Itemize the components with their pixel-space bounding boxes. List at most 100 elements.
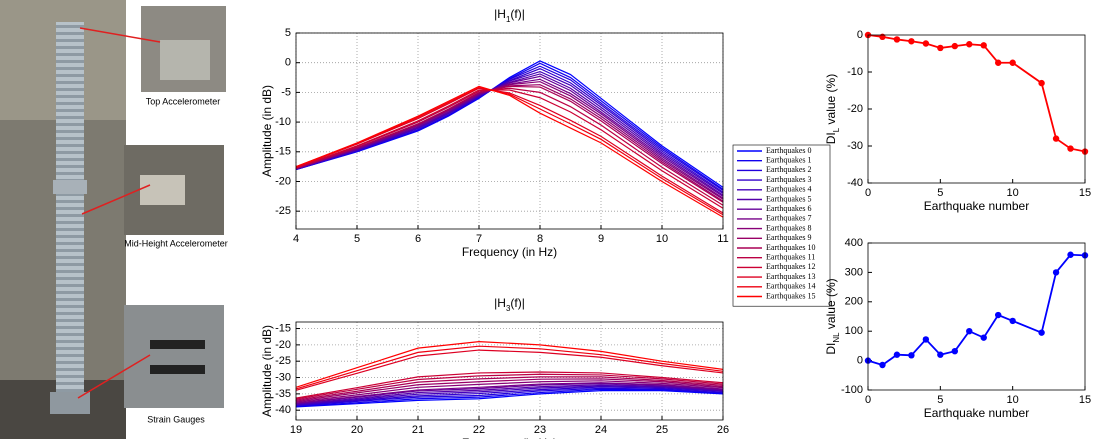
y-tick-label: 0 bbox=[857, 355, 863, 367]
series-line bbox=[295, 385, 724, 406]
series-line bbox=[295, 384, 724, 405]
x-tick-label: 4 bbox=[293, 233, 299, 245]
strain-gauge-tape bbox=[150, 365, 205, 374]
marker bbox=[951, 347, 958, 355]
y-tick-label: -10 bbox=[847, 66, 863, 78]
x-tick-label: 8 bbox=[537, 233, 543, 245]
series-line bbox=[295, 388, 724, 407]
x-tick-label: 7 bbox=[476, 233, 482, 245]
x-tick-label: 26 bbox=[717, 424, 729, 436]
y-tick-label: -20 bbox=[847, 103, 863, 115]
insulator-pole bbox=[56, 22, 84, 392]
legend-label: Earthquakes 0 bbox=[766, 146, 812, 155]
marker bbox=[922, 336, 930, 343]
series-line bbox=[295, 382, 724, 404]
marker bbox=[1052, 135, 1060, 142]
legend-label: Earthquakes 6 bbox=[766, 204, 812, 213]
plot-area bbox=[296, 322, 723, 420]
marker bbox=[1009, 317, 1016, 325]
series-line bbox=[295, 387, 724, 407]
chart-title-sub: 1 bbox=[506, 15, 511, 24]
legend-label: Earthquakes 12 bbox=[766, 262, 816, 271]
plot-area bbox=[868, 35, 1085, 183]
x-tick-label: 5 bbox=[937, 187, 943, 199]
legend-label: Earthquakes 14 bbox=[766, 282, 816, 291]
base-flange bbox=[50, 392, 90, 414]
x-tick-label: 5 bbox=[937, 394, 943, 406]
legend-label: Earthquakes 4 bbox=[766, 185, 812, 194]
y-tick-label: -35 bbox=[275, 388, 291, 400]
series-line bbox=[295, 85, 724, 203]
y-tick-label: -5 bbox=[281, 86, 291, 98]
y-tick-label: -10 bbox=[275, 116, 291, 128]
y-axis-label-tail: value (%) bbox=[824, 74, 838, 128]
x-tick-label: 21 bbox=[412, 424, 424, 436]
x-tick-label: 10 bbox=[1007, 187, 1019, 199]
marker bbox=[908, 352, 915, 359]
series-line bbox=[295, 340, 724, 388]
mid-inset-detail bbox=[140, 175, 185, 205]
marker bbox=[908, 38, 915, 45]
chart-title: |H3(f)| bbox=[494, 296, 525, 312]
y-tick-label: -40 bbox=[847, 177, 863, 189]
x-tick-label: 24 bbox=[595, 424, 607, 436]
x-tick-label: 5 bbox=[354, 233, 360, 245]
marker bbox=[893, 36, 901, 43]
y-axis-label-main: DI bbox=[824, 132, 838, 144]
y-tick-label: -25 bbox=[275, 205, 291, 217]
marker bbox=[1038, 79, 1045, 87]
strain-gauge-tape bbox=[150, 340, 205, 349]
axes-frame bbox=[295, 32, 724, 230]
series-line bbox=[295, 65, 724, 191]
marker bbox=[1052, 269, 1060, 276]
legend-label: Earthquakes 10 bbox=[766, 243, 816, 252]
top-inset-detail bbox=[160, 40, 210, 80]
legend-label: Earthquakes 2 bbox=[766, 165, 812, 174]
marker bbox=[1067, 145, 1074, 152]
series-line bbox=[295, 382, 724, 404]
y-tick-label: -15 bbox=[275, 146, 291, 158]
marker bbox=[922, 40, 930, 47]
x-tick-label: 19 bbox=[290, 424, 302, 436]
chart-title-tail: (f)| bbox=[510, 7, 524, 21]
y-tick-label: -25 bbox=[275, 355, 291, 367]
marker bbox=[893, 351, 901, 358]
series-line bbox=[295, 75, 724, 197]
legend-label: Earthquakes 8 bbox=[766, 223, 812, 232]
y-tick-label: 0 bbox=[857, 29, 863, 41]
y-tick-label: -30 bbox=[847, 140, 863, 152]
marker bbox=[1038, 329, 1045, 336]
marker bbox=[951, 42, 958, 50]
x-tick-label: 6 bbox=[415, 233, 421, 245]
marker bbox=[966, 41, 973, 48]
plot-area bbox=[296, 33, 723, 229]
series-line bbox=[295, 390, 724, 408]
y-tick-label: 100 bbox=[845, 325, 863, 337]
marker bbox=[1067, 251, 1074, 258]
x-tick-label: 25 bbox=[656, 424, 668, 436]
y-tick-label: 300 bbox=[845, 266, 863, 278]
x-tick-label: 15 bbox=[1079, 394, 1091, 406]
y-tick-label: 5 bbox=[285, 27, 291, 39]
x-tick-label: 0 bbox=[865, 187, 871, 199]
y-axis-label: DIL value (%) bbox=[824, 74, 840, 144]
chart-title-sub: 3 bbox=[506, 304, 511, 313]
series-line bbox=[295, 371, 724, 399]
marker bbox=[937, 44, 944, 52]
y-tick-label: 200 bbox=[845, 296, 863, 308]
x-axis-label: Earthquake number bbox=[924, 199, 1029, 213]
series-line bbox=[295, 373, 724, 400]
y-tick-label: -40 bbox=[275, 404, 291, 416]
photo: Top Accelerometer Mid-Height Acceleromet… bbox=[0, 0, 228, 439]
marker bbox=[966, 328, 973, 335]
y-axis-label-main: DI bbox=[824, 343, 838, 355]
legend-label: Earthquakes 9 bbox=[766, 233, 812, 242]
legend-label: Earthquakes 1 bbox=[766, 156, 812, 165]
y-axis-label-sub: L bbox=[832, 127, 841, 132]
chart-title-main: |H bbox=[494, 7, 506, 21]
axes-frame bbox=[867, 242, 1086, 391]
y-tick-label: -15 bbox=[275, 322, 291, 334]
x-tick-label: 0 bbox=[865, 394, 871, 406]
legend-label: Earthquakes 11 bbox=[766, 253, 815, 262]
series-line bbox=[295, 87, 724, 206]
